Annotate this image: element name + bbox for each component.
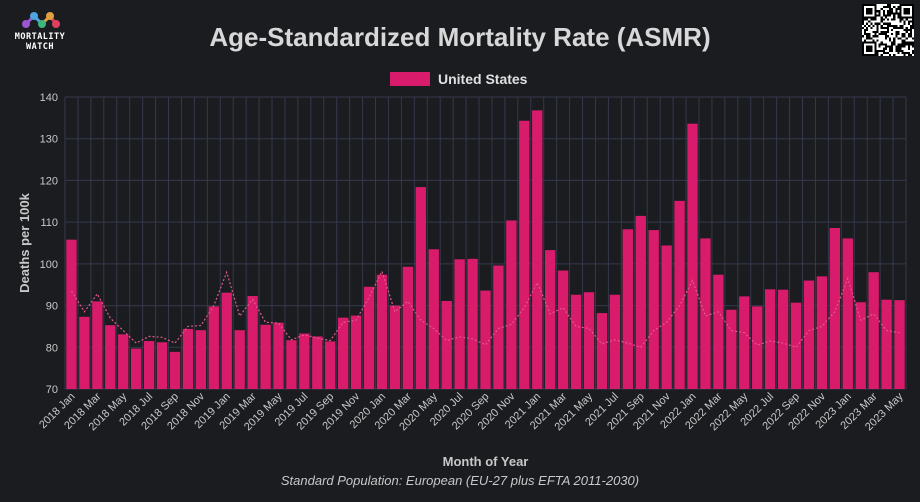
y-tick-label: 100 — [40, 259, 58, 271]
bar — [609, 294, 621, 389]
baseline-series-line — [70, 269, 900, 349]
bar — [415, 187, 426, 389]
bar — [661, 245, 672, 389]
bar — [312, 336, 323, 389]
bar — [273, 322, 284, 389]
bar — [92, 301, 103, 389]
bar — [726, 309, 737, 389]
bar — [583, 292, 595, 389]
bar — [389, 305, 401, 389]
bar — [506, 220, 517, 389]
bar — [350, 315, 362, 389]
bar — [105, 325, 116, 389]
bar — [557, 270, 569, 389]
bar — [803, 280, 815, 389]
bar — [713, 274, 724, 389]
bar — [752, 306, 763, 389]
bar — [221, 292, 232, 389]
bar — [519, 120, 530, 389]
bar — [545, 250, 556, 389]
y-tick-label: 110 — [40, 217, 58, 229]
chart-footnote: Standard Population: European (EU-27 plu… — [280, 473, 640, 488]
bar — [868, 272, 879, 389]
bar — [208, 306, 219, 389]
y-tick-label: 90 — [46, 301, 58, 313]
bar — [156, 342, 168, 389]
bar — [234, 330, 245, 389]
bar — [700, 238, 711, 389]
chart-title: Age-Standardized Mortality Rate (ASMR) — [209, 22, 711, 52]
bar — [441, 300, 452, 389]
bar — [739, 296, 750, 389]
bar — [428, 249, 439, 389]
bar — [790, 302, 802, 389]
bar — [648, 230, 659, 389]
logo-text: MORTALITY WATCH — [14, 32, 66, 52]
y-tick-label: 120 — [40, 175, 58, 187]
y-axis-title: Deaths per 100k — [17, 192, 32, 292]
bar — [622, 229, 633, 389]
bar — [79, 316, 90, 389]
bar — [635, 215, 646, 389]
bar — [454, 259, 465, 389]
bar — [338, 317, 349, 389]
bar — [118, 334, 129, 389]
bar — [363, 286, 375, 389]
qr-code-icon — [862, 4, 914, 56]
bar — [247, 295, 258, 389]
bar — [855, 302, 866, 389]
legend-label: United States — [438, 71, 528, 87]
bar — [402, 266, 414, 389]
mortality-watch-logo — [22, 12, 60, 28]
y-tick-label: 140 — [40, 92, 58, 104]
bar — [169, 351, 181, 389]
bar — [286, 340, 297, 389]
x-axis-title: Month of Year — [443, 454, 529, 469]
bar — [480, 290, 491, 389]
bar — [777, 289, 789, 389]
y-tick-label: 80 — [46, 342, 58, 354]
bar — [182, 328, 194, 389]
bar — [130, 348, 142, 389]
bar — [467, 258, 478, 389]
bar — [894, 300, 905, 389]
bar — [376, 274, 388, 389]
legend[interactable]: United States — [390, 70, 527, 88]
logo-mark-icon — [22, 12, 60, 28]
bar — [816, 276, 828, 389]
bar — [687, 123, 698, 389]
legend-swatch — [390, 72, 430, 86]
bar — [195, 330, 207, 389]
bar — [881, 299, 892, 389]
bar — [570, 294, 582, 389]
y-tick-label: 70 — [46, 384, 58, 396]
bar — [842, 238, 853, 389]
bar — [299, 333, 310, 389]
bar — [143, 341, 155, 389]
bar — [596, 313, 608, 389]
bar — [674, 200, 685, 389]
bar — [764, 289, 776, 389]
bar — [260, 324, 271, 389]
y-tick-label: 130 — [40, 134, 58, 146]
bar — [66, 239, 77, 389]
bar — [325, 341, 336, 389]
bar — [493, 265, 504, 389]
bar — [532, 110, 543, 389]
bar — [829, 227, 841, 389]
